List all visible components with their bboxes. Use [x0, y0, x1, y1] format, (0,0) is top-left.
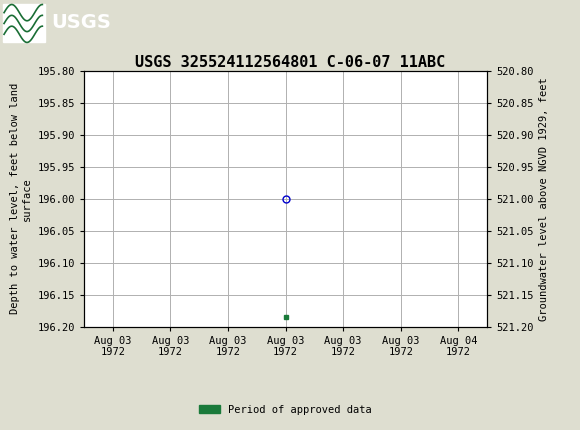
- Y-axis label: Groundwater level above NGVD 1929, feet: Groundwater level above NGVD 1929, feet: [539, 77, 549, 321]
- Legend: Period of approved data: Period of approved data: [195, 400, 376, 419]
- Text: USGS 325524112564801 C-06-07 11ABC: USGS 325524112564801 C-06-07 11ABC: [135, 55, 445, 70]
- Bar: [3, 3, 45, 42]
- Y-axis label: Depth to water level, feet below land
surface: Depth to water level, feet below land su…: [10, 83, 32, 314]
- Text: USGS: USGS: [52, 13, 111, 32]
